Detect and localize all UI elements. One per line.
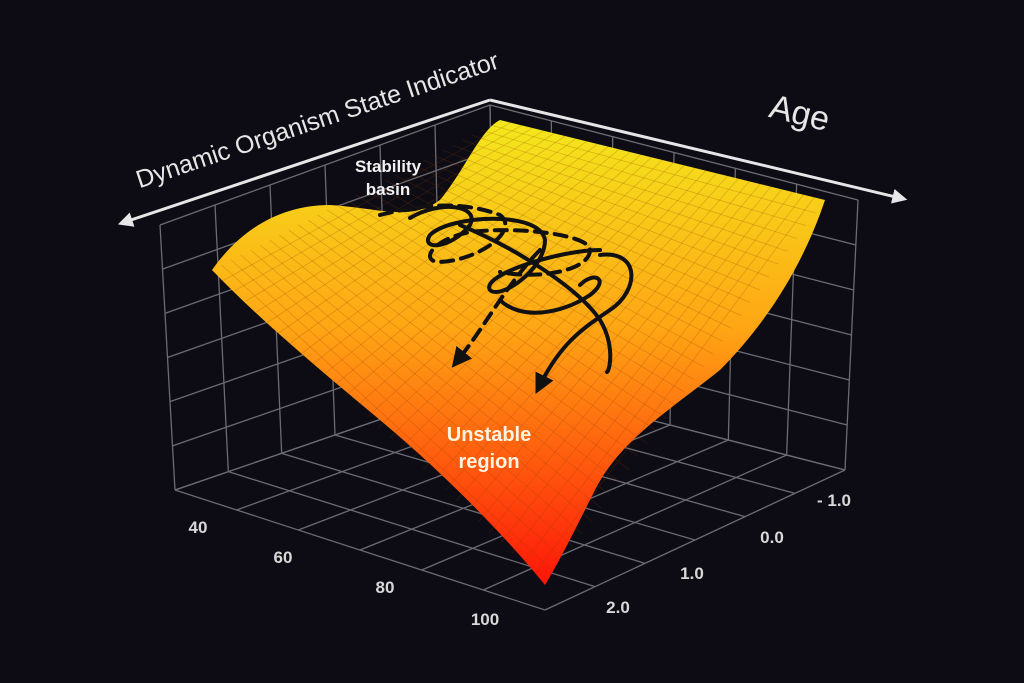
tick-label: 2.0 (606, 598, 630, 617)
mesh-line (442, 149, 770, 278)
mesh-line (489, 186, 772, 533)
mesh-line (451, 144, 779, 265)
axis-arrows (117, 98, 908, 227)
mesh-line (389, 162, 674, 439)
mesh-line (411, 167, 696, 460)
mesh-line (333, 149, 620, 386)
annotation: Unstable (447, 424, 531, 446)
mesh-line (317, 214, 648, 445)
mesh-line (222, 122, 512, 281)
mesh-line (365, 189, 695, 381)
mesh-line (394, 174, 723, 342)
mesh-line (444, 175, 728, 491)
mesh-line (221, 264, 555, 573)
mesh-line (322, 146, 609, 376)
mesh-line (500, 189, 782, 544)
mesh-line (403, 169, 732, 329)
mesh-line (511, 191, 793, 554)
mesh-line (378, 159, 663, 428)
mesh-line (433, 173, 717, 481)
mesh-line (256, 130, 544, 313)
tick-label: - 1.0 (817, 491, 851, 510)
mesh-line (336, 204, 667, 419)
mesh-line (432, 154, 760, 291)
axis-label: Age (766, 88, 834, 140)
mesh-line (471, 134, 798, 239)
surface (212, 120, 825, 585)
mesh-line (355, 194, 686, 393)
mesh-line (234, 124, 522, 292)
mesh-line (461, 139, 788, 252)
mesh-line (533, 197, 815, 575)
mesh-line (478, 183, 761, 523)
annotation: Stability (355, 157, 422, 176)
mesh-line (311, 143, 598, 365)
grid-line (844, 199, 859, 471)
tick-label: 100 (471, 610, 499, 629)
mesh-line (422, 170, 707, 470)
mesh-line (230, 259, 564, 560)
mesh-line (259, 244, 592, 522)
mesh-line (522, 194, 804, 565)
tick-label: 80 (376, 578, 395, 597)
tick-label: 1.0 (680, 564, 704, 583)
mesh-line (356, 154, 642, 407)
mesh-line (344, 151, 631, 397)
mesh-line (278, 135, 566, 334)
mesh-line (490, 124, 816, 214)
mesh-line (346, 199, 676, 406)
mesh-line (326, 209, 658, 432)
annotation: region (458, 451, 519, 473)
tick-label: 60 (274, 548, 293, 567)
mesh-line (289, 138, 577, 344)
mesh-line (480, 129, 807, 227)
tick-label: 40 (189, 518, 208, 537)
mesh-line (300, 141, 587, 355)
mesh-line (267, 132, 555, 323)
tick-label: 0.0 (760, 528, 784, 547)
mesh-line (455, 178, 739, 502)
mesh-line (400, 165, 685, 449)
trajectories (378, 203, 634, 394)
mesh-line (240, 254, 574, 547)
mesh-line (278, 234, 611, 496)
annotation: basin (366, 180, 410, 199)
grid-line (544, 469, 846, 611)
mesh-line (250, 249, 583, 534)
mesh-line (269, 239, 602, 509)
mesh-line (423, 159, 751, 304)
